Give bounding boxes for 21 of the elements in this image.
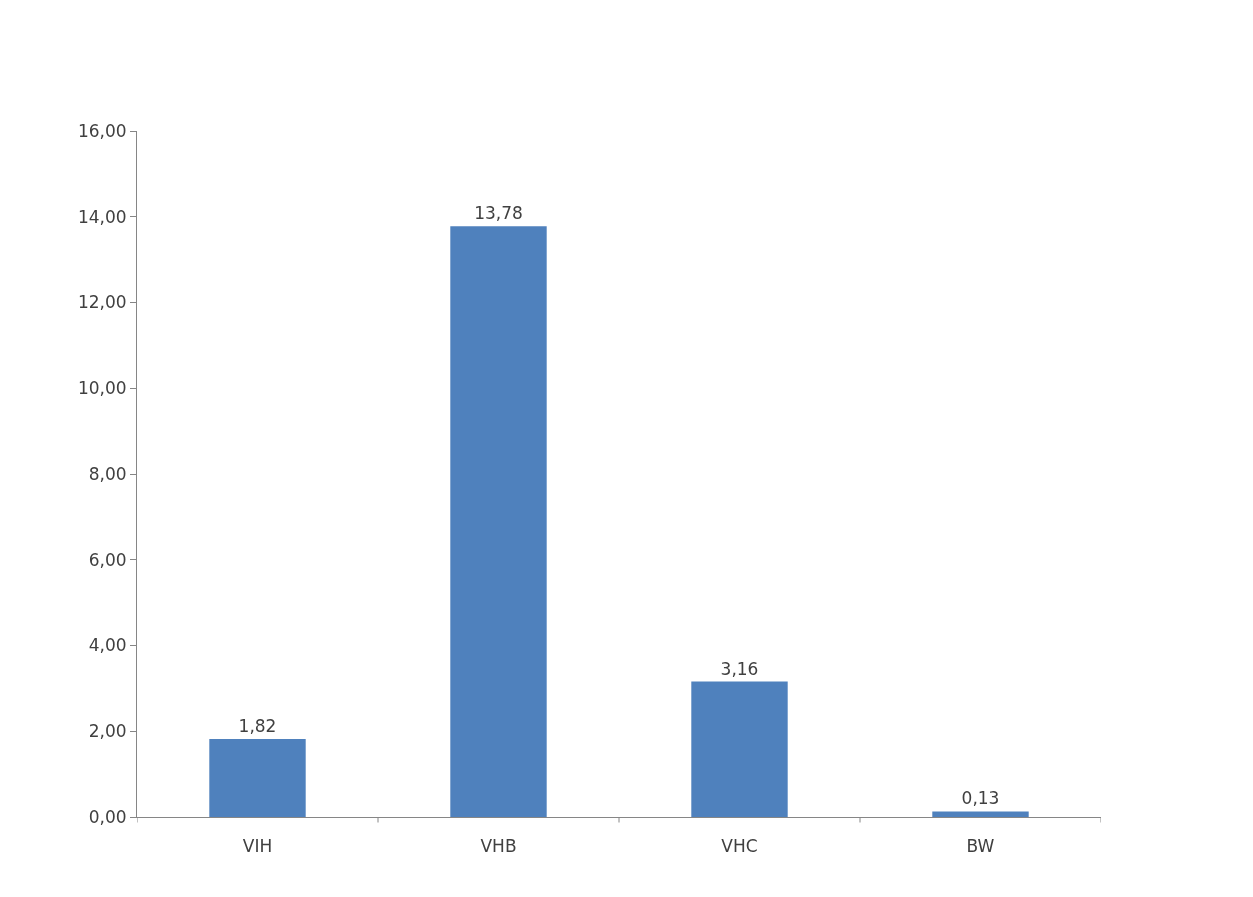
y-tick-label: 16,00 <box>77 120 127 141</box>
y-tick-label: 14,00 <box>77 206 127 227</box>
bar <box>691 681 788 817</box>
y-tick-label: 0,00 <box>88 806 127 827</box>
y-tick-label: 6,00 <box>88 549 127 570</box>
bar <box>450 226 547 817</box>
y-tick-label: 10,00 <box>77 378 127 399</box>
data-label: 0,13 <box>961 788 1000 809</box>
y-tick-label: 12,00 <box>77 292 127 313</box>
x-tick-label: VIH <box>242 836 273 857</box>
data-label: 13,78 <box>474 203 523 224</box>
bar <box>209 738 306 817</box>
x-tick-label: VHB <box>480 836 517 857</box>
y-tick-label: 8,00 <box>88 463 127 484</box>
data-label: 1,82 <box>238 715 277 736</box>
y-tick-label: 2,00 <box>88 721 127 742</box>
x-tick-label: VHC <box>721 836 758 857</box>
bar <box>932 811 1029 817</box>
y-tick-label: 4,00 <box>88 635 127 656</box>
x-tick-label: BW <box>966 836 995 857</box>
data-label: 3,16 <box>720 658 759 679</box>
